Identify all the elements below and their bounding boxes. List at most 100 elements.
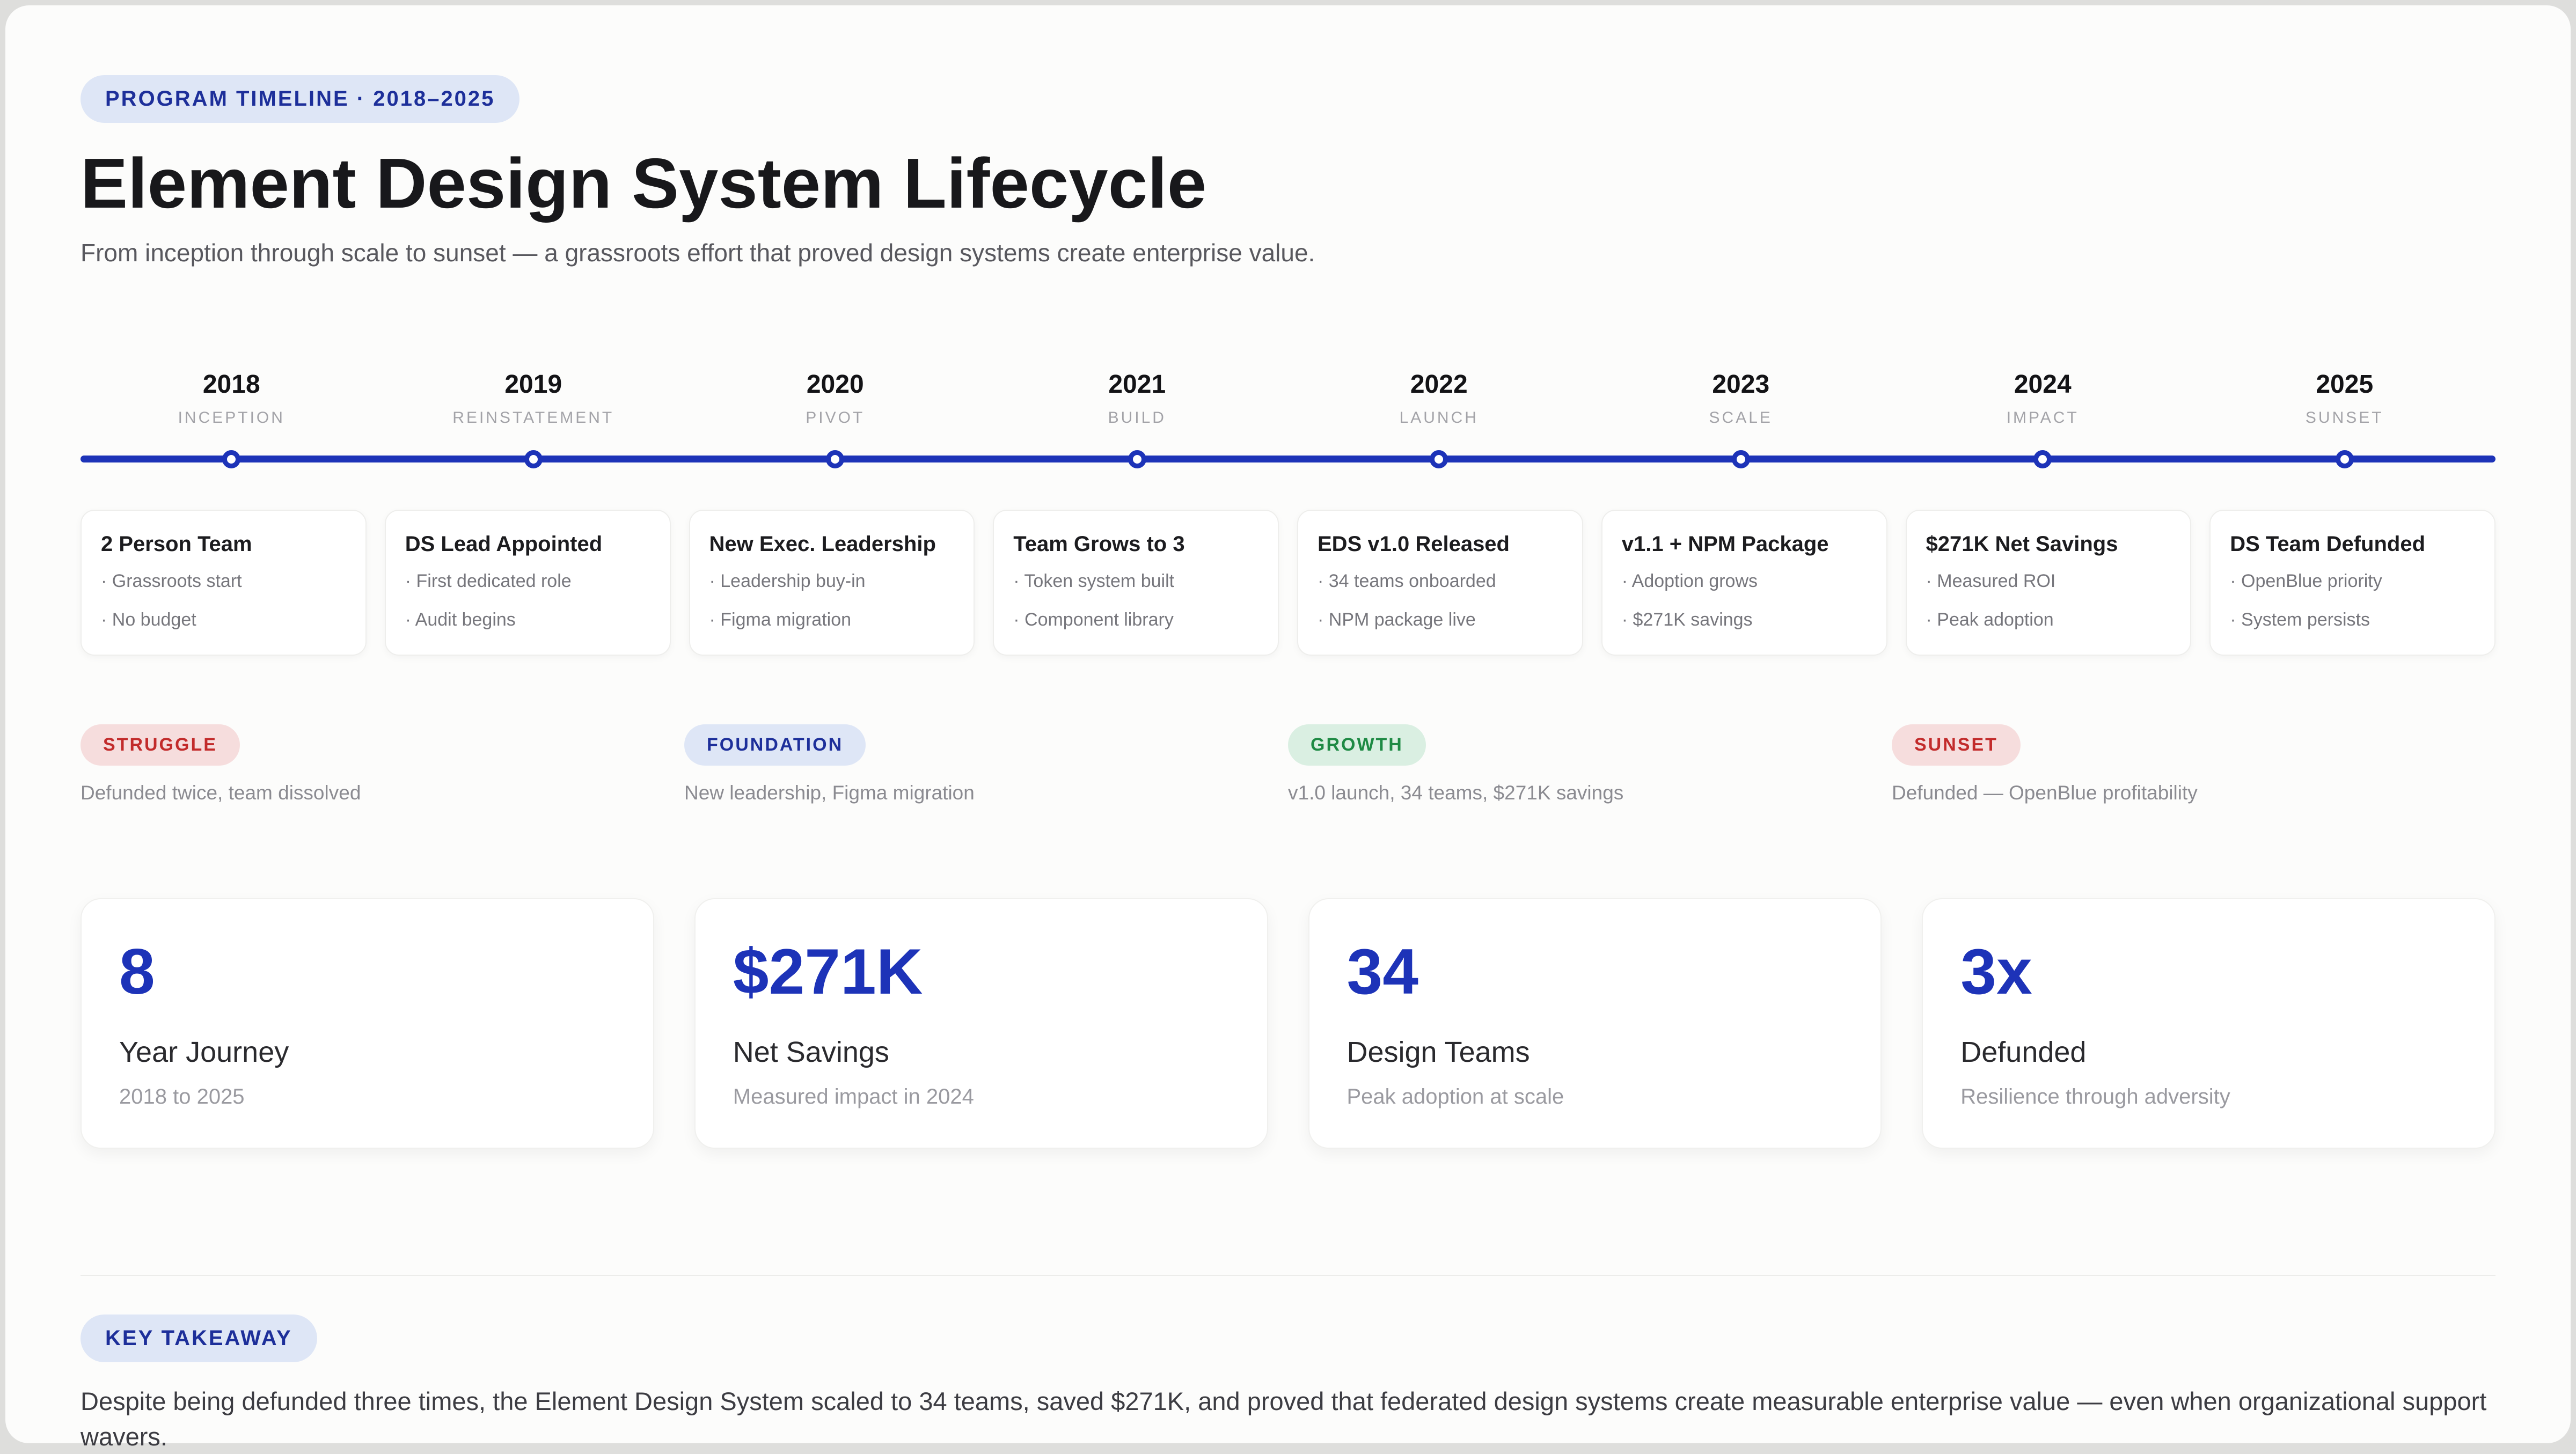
- timeline-column-2019: 2019 REINSTATEMENT: [383, 370, 685, 427]
- timeline-year: 2021: [986, 370, 1289, 399]
- milestone-title: New Exec. Leadership: [709, 532, 955, 556]
- phase-badge-growth: GROWTH: [1288, 724, 1426, 766]
- timeline-dot-2022: [1430, 450, 1448, 468]
- milestone-bullet: · No budget: [101, 607, 346, 633]
- milestone-cards-row: 2 Person Team · Grassroots start · No bu…: [80, 510, 2496, 656]
- page-subtitle: From inception through scale to sunset —…: [80, 235, 2496, 271]
- milestone-card-2018: 2 Person Team · Grassroots start · No bu…: [80, 510, 367, 656]
- milestone-title: DS Team Defunded: [2230, 532, 2475, 556]
- milestone-card-2020: New Exec. Leadership · Leadership buy-in…: [689, 510, 975, 656]
- timeline-column-2023: 2023 SCALE: [1590, 370, 1892, 427]
- timeline-phase-label: BUILD: [986, 409, 1289, 427]
- timeline-dot-2020: [826, 450, 844, 468]
- milestone-title: 2 Person Team: [101, 532, 346, 556]
- milestone-title: $271K Net Savings: [1926, 532, 2171, 556]
- stat-card-year-journey: 8 Year Journey 2018 to 2025: [80, 898, 654, 1149]
- milestone-bullet: · Peak adoption: [1926, 607, 2171, 633]
- timeline-phase-label: SCALE: [1590, 409, 1892, 427]
- timeline-column-2018: 2018 INCEPTION: [80, 370, 383, 427]
- milestone-card-2025: DS Team Defunded · OpenBlue priority · S…: [2209, 510, 2496, 656]
- phase-growth: GROWTH v1.0 launch, 34 teams, $271K savi…: [1288, 724, 1892, 804]
- stat-value: 3x: [1960, 938, 2457, 1005]
- milestone-bullet: · NPM package live: [1318, 607, 1563, 633]
- phase-sunset: SUNSET Defunded — OpenBlue profitability: [1892, 724, 2496, 804]
- milestone-bullet: · 34 teams onboarded: [1318, 568, 1563, 594]
- timeline-column-2025: 2025 SUNSET: [2194, 370, 2496, 427]
- milestone-card-2021: Team Grows to 3 · Token system built · C…: [993, 510, 1279, 656]
- timeline-years-row: 2018 INCEPTION 2019 REINSTATEMENT 2020 P…: [80, 370, 2496, 427]
- timeline-column-2024: 2024 IMPACT: [1892, 370, 2194, 427]
- key-takeaway-badge: KEY TAKEAWAY: [80, 1315, 317, 1362]
- timeline-phase-label: REINSTATEMENT: [383, 409, 685, 427]
- timeline-dot-2021: [1128, 450, 1146, 468]
- timeline-track: [80, 449, 2496, 470]
- key-takeaway-text: Despite being defunded three times, the …: [80, 1384, 2496, 1454]
- phase-foundation: FOUNDATION New leadership, Figma migrati…: [684, 724, 1288, 804]
- milestone-bullet: · Audit begins: [405, 607, 650, 633]
- timeline-dot-2025: [2336, 450, 2354, 468]
- milestone-bullet: · Token system built: [1013, 568, 1258, 594]
- stat-value: 34: [1347, 938, 1843, 1005]
- stat-subtext: 2018 to 2025: [119, 1085, 616, 1109]
- timeline-year: 2018: [80, 370, 383, 399]
- stat-label: Design Teams: [1347, 1036, 1843, 1069]
- milestone-title: DS Lead Appointed: [405, 532, 650, 556]
- timeline-column-2021: 2021 BUILD: [986, 370, 1289, 427]
- stat-label: Net Savings: [733, 1036, 1230, 1069]
- milestone-title: Team Grows to 3: [1013, 532, 1258, 556]
- phase-description: v1.0 launch, 34 teams, $271K savings: [1288, 782, 1892, 804]
- stat-card-net-savings: $271K Net Savings Measured impact in 202…: [694, 898, 1268, 1149]
- timeline-year: 2020: [684, 370, 986, 399]
- timeline-dot-2024: [2033, 450, 2052, 468]
- phase-badge-foundation: FOUNDATION: [684, 724, 866, 766]
- timeline-dot-2018: [222, 450, 240, 468]
- timeline-phase-label: SUNSET: [2194, 409, 2496, 427]
- timeline-dot-2019: [524, 450, 543, 468]
- phase-description: Defunded twice, team dissolved: [80, 782, 684, 804]
- timeline-phase-label: IMPACT: [1892, 409, 2194, 427]
- stat-subtext: Peak adoption at scale: [1347, 1085, 1843, 1109]
- stat-value: 8: [119, 938, 616, 1005]
- timeline-year: 2019: [383, 370, 685, 399]
- phase-badge-sunset: SUNSET: [1892, 724, 2021, 766]
- stat-card-design-teams: 34 Design Teams Peak adoption at scale: [1308, 898, 1882, 1149]
- stat-label: Defunded: [1960, 1036, 2457, 1069]
- stat-card-defunded: 3x Defunded Resilience through adversity: [1922, 898, 2496, 1149]
- program-timeline-badge: PROGRAM TIMELINE · 2018–2025: [80, 75, 519, 123]
- milestone-bullet: · Figma migration: [709, 607, 955, 633]
- timeline-year: 2023: [1590, 370, 1892, 399]
- timeline-column-2022: 2022 LAUNCH: [1288, 370, 1590, 427]
- milestone-bullet: · System persists: [2230, 607, 2475, 633]
- milestone-bullet: · Leadership buy-in: [709, 568, 955, 594]
- stat-subtext: Resilience through adversity: [1960, 1085, 2457, 1109]
- timeline-year: 2025: [2194, 370, 2496, 399]
- milestone-bullet: · Grassroots start: [101, 568, 346, 594]
- timeline-year: 2024: [1892, 370, 2194, 399]
- phase-badge-struggle: STRUGGLE: [80, 724, 240, 766]
- milestone-bullet: · $271K savings: [1622, 607, 1867, 633]
- milestone-title: v1.1 + NPM Package: [1622, 532, 1867, 556]
- milestone-bullet: · Component library: [1013, 607, 1258, 633]
- phase-struggle: STRUGGLE Defunded twice, team dissolved: [80, 724, 684, 804]
- milestone-title: EDS v1.0 Released: [1318, 532, 1563, 556]
- stat-subtext: Measured impact in 2024: [733, 1085, 1230, 1109]
- stat-cards-row: 8 Year Journey 2018 to 2025 $271K Net Sa…: [80, 898, 2496, 1149]
- phase-summary-row: STRUGGLE Defunded twice, team dissolved …: [80, 724, 2496, 804]
- timeline-column-2020: 2020 PIVOT: [684, 370, 986, 427]
- timeline-phase-label: LAUNCH: [1288, 409, 1590, 427]
- timeline-phase-label: INCEPTION: [80, 409, 383, 427]
- phase-description: New leadership, Figma migration: [684, 782, 1288, 804]
- milestone-bullet: · Adoption grows: [1622, 568, 1867, 594]
- milestone-card-2022: EDS v1.0 Released · 34 teams onboarded ·…: [1297, 510, 1583, 656]
- timeline-dot-2023: [1732, 450, 1750, 468]
- milestone-bullet: · OpenBlue priority: [2230, 568, 2475, 594]
- timeline-phase-label: PIVOT: [684, 409, 986, 427]
- page-title: Element Design System Lifecycle: [80, 145, 2496, 222]
- stat-value: $271K: [733, 938, 1230, 1005]
- milestone-bullet: · Measured ROI: [1926, 568, 2171, 594]
- phase-description: Defunded — OpenBlue profitability: [1892, 782, 2496, 804]
- timeline-year: 2022: [1288, 370, 1590, 399]
- milestone-card-2019: DS Lead Appointed · First dedicated role…: [385, 510, 671, 656]
- milestone-card-2023: v1.1 + NPM Package · Adoption grows · $2…: [1601, 510, 1887, 656]
- divider: [80, 1275, 2496, 1276]
